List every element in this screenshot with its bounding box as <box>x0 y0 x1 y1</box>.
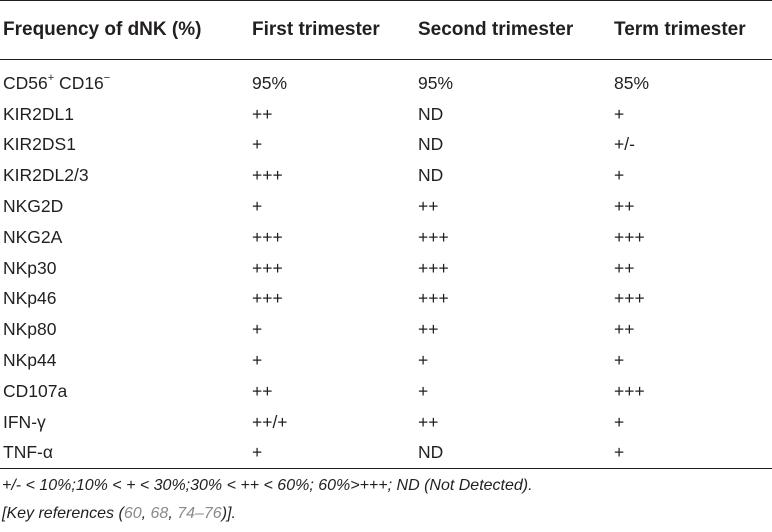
header-first-trimester: First trimester <box>250 0 416 60</box>
footnote-references: [Key references (60, 68, 74–76)]. <box>2 505 236 522</box>
cell-term: + <box>614 165 625 186</box>
header-second-trimester: Second trimester <box>416 0 612 60</box>
cell-second: + <box>418 350 429 371</box>
cell-first: ++/+ <box>252 411 288 432</box>
row-marker: NKp30 <box>3 257 57 278</box>
row-marker: NKp44 <box>3 350 57 371</box>
cell-first: + <box>252 319 263 340</box>
cell-second: +++ <box>418 257 449 278</box>
table-row: IFN-γ ++/+ ++ + <box>0 407 772 438</box>
cell-second: ++ <box>418 319 439 340</box>
cell-second: ++ <box>418 411 439 432</box>
table-row: CD107a ++ + +++ <box>0 376 772 407</box>
cell-second: ND <box>418 103 444 124</box>
cell-term: + <box>614 103 625 124</box>
cell-first: + <box>252 196 263 217</box>
table-row: NKG2D + ++ ++ <box>0 191 772 222</box>
cell-second: ++ <box>418 196 439 217</box>
row-marker: NKp80 <box>3 319 57 340</box>
row-marker: CD107a <box>3 380 68 401</box>
cell-first: +++ <box>252 288 283 309</box>
dnk-frequency-table: Frequency of dNK (%) First trimester Sec… <box>0 0 772 475</box>
row-marker: KIR2DS1 <box>3 134 76 155</box>
cell-first: + <box>252 442 263 463</box>
cell-term: +/- <box>614 134 635 155</box>
cell-second: ND <box>418 442 444 463</box>
cell-term: + <box>614 350 625 371</box>
cell-second: ND <box>418 165 444 186</box>
cell-first: ++ <box>252 103 273 124</box>
header-row: Frequency of dNK (%) First trimester Sec… <box>0 0 772 60</box>
row-marker: NKG2D <box>3 196 64 217</box>
row-marker: CD56+ CD16− <box>3 72 111 93</box>
cell-term: ++ <box>614 319 635 340</box>
cell-first: +++ <box>252 257 283 278</box>
table-row: KIR2DL1 ++ ND + <box>0 99 772 130</box>
table-row: NKp80 + ++ ++ <box>0 314 772 345</box>
table-row: NKp30 +++ +++ ++ <box>0 253 772 284</box>
header-term-trimester: Term trimester <box>612 0 772 60</box>
cell-term: +++ <box>614 226 645 247</box>
cell-first: ++ <box>252 380 273 401</box>
reference-link[interactable]: 60 <box>123 505 142 522</box>
cell-second: +++ <box>418 226 449 247</box>
cell-first: +++ <box>252 226 283 247</box>
table-row: NKp46 +++ +++ +++ <box>0 284 772 315</box>
table-row: CD56+ CD16− 95% 95% 85% <box>0 60 772 99</box>
table-row: NKp44 + + + <box>0 345 772 376</box>
cell-term: + <box>614 411 625 432</box>
cell-term: ++ <box>614 257 635 278</box>
table-row: NKG2A +++ +++ +++ <box>0 222 772 253</box>
table-row: KIR2DL2/3 +++ ND + <box>0 160 772 191</box>
cell-first: + <box>252 134 263 155</box>
cell-term: ++ <box>614 196 635 217</box>
cell-first: + <box>252 350 263 371</box>
row-marker: NKp46 <box>3 288 57 309</box>
row-marker: NKG2A <box>3 226 63 247</box>
cell-second: +++ <box>418 288 449 309</box>
reference-link[interactable]: 74–76 <box>177 505 222 522</box>
header-frequency: Frequency of dNK (%) <box>0 0 250 60</box>
cell-term: +++ <box>614 288 645 309</box>
cell-term: + <box>614 442 625 463</box>
cell-second: ND <box>418 134 444 155</box>
cell-term: 85% <box>614 72 650 93</box>
cell-second: + <box>418 380 429 401</box>
row-marker: TNF-α <box>3 442 53 463</box>
row-marker: KIR2DL2/3 <box>3 165 89 186</box>
cell-first: +++ <box>252 165 283 186</box>
cell-second: 95% <box>418 72 454 93</box>
table-bottom-rule <box>0 468 772 469</box>
cell-term: +++ <box>614 380 645 401</box>
row-marker: IFN-γ <box>3 411 46 432</box>
row-marker: KIR2DL1 <box>3 103 75 124</box>
table-row: KIR2DS1 + ND +/- <box>0 130 772 161</box>
table-row: TNF-α + ND + <box>0 438 772 475</box>
footnote-legend: +/- < 10%;10% < + < 30%;30% < ++ < 60%; … <box>2 477 533 494</box>
cell-first: 95% <box>252 72 288 93</box>
reference-link[interactable]: 68 <box>150 505 169 522</box>
